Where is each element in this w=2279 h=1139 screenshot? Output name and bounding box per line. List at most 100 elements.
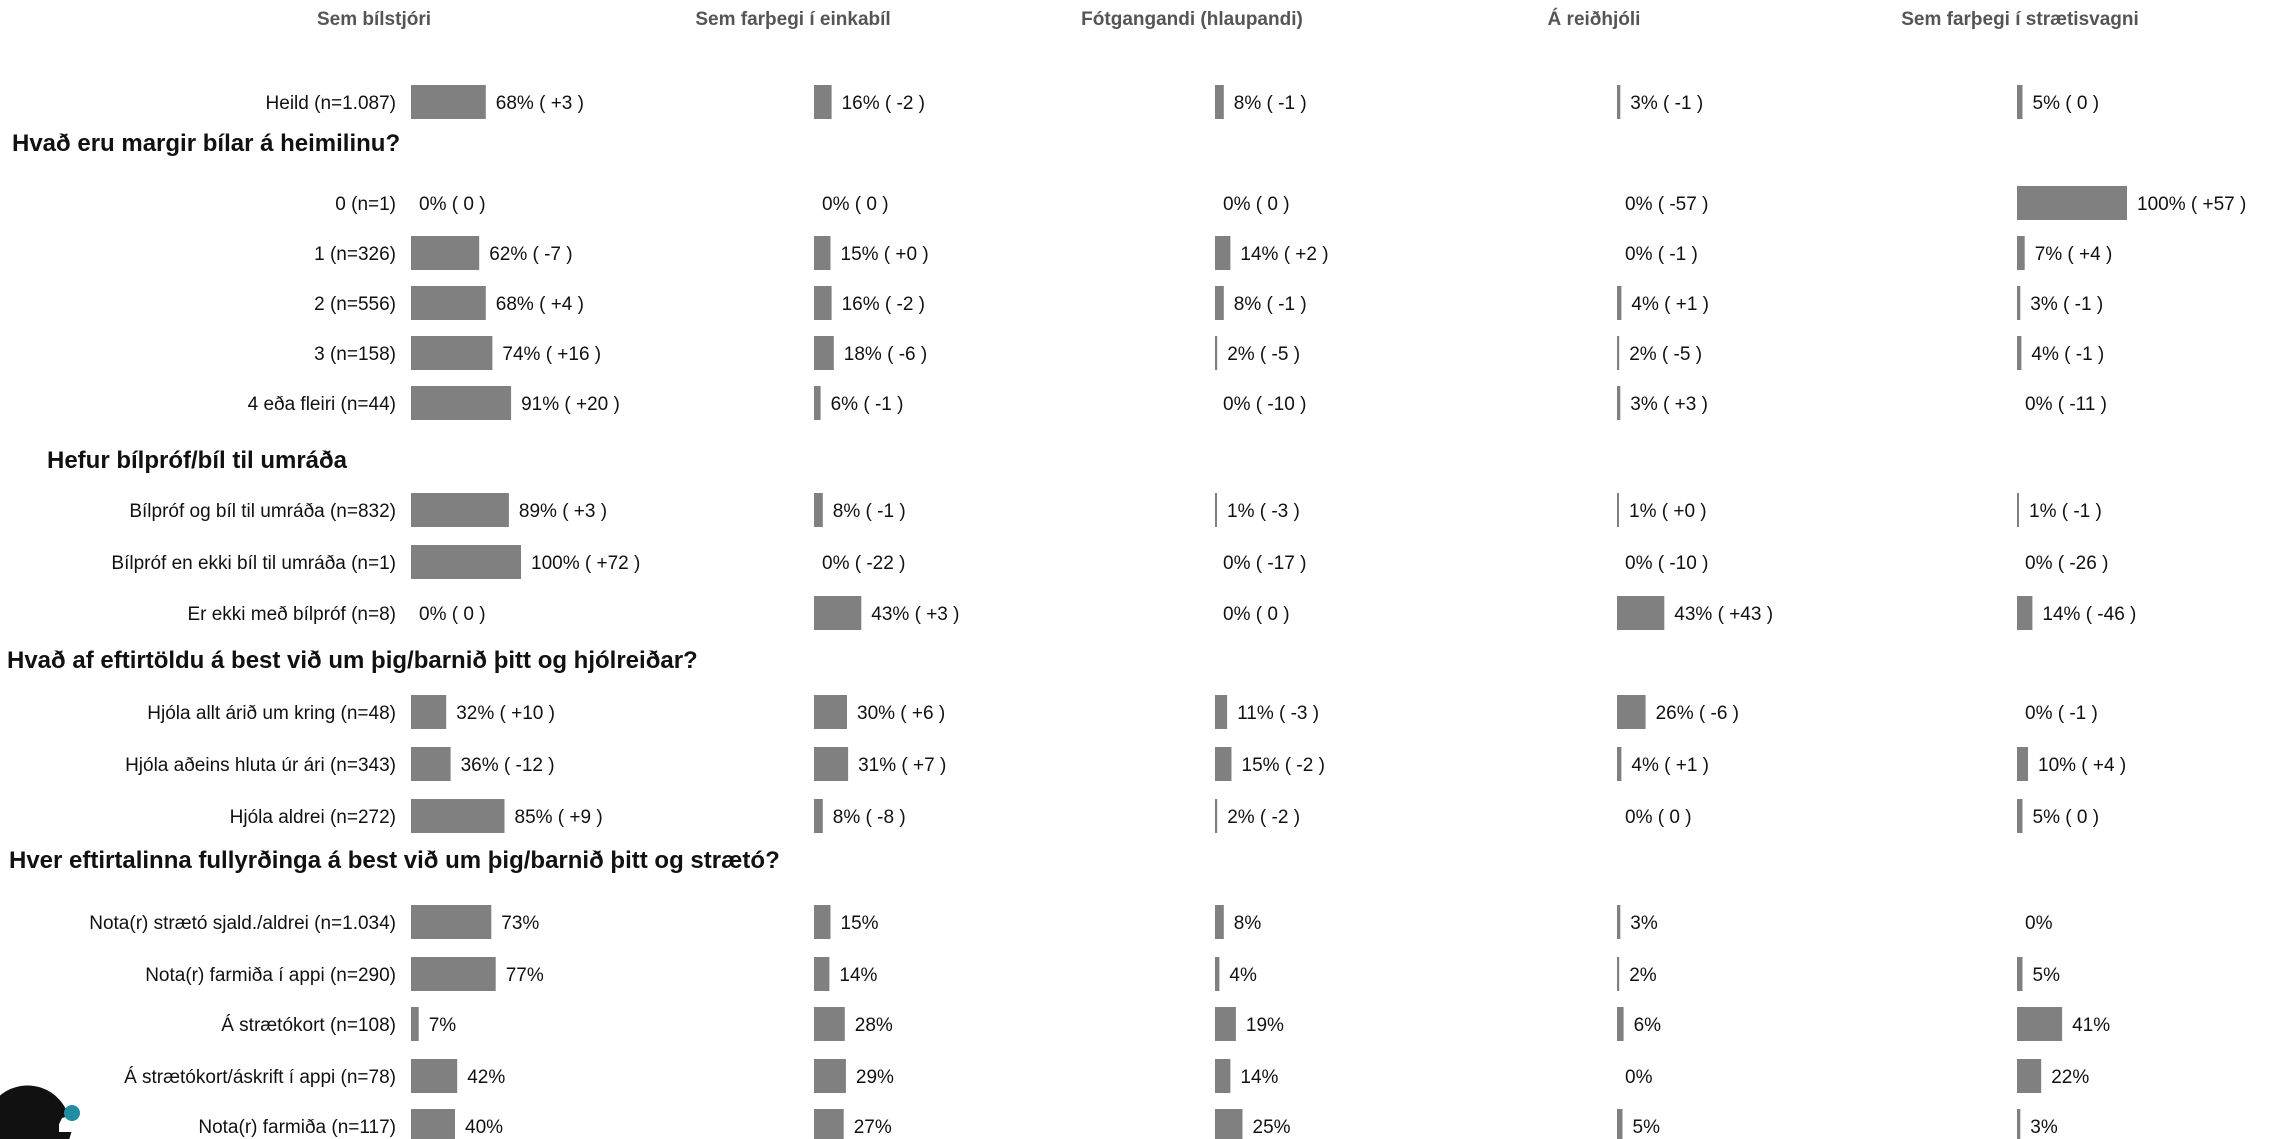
data-label: 15% ( +0 ) [841, 244, 929, 265]
bar [411, 747, 451, 781]
data-label: 0% ( -26 ) [2025, 553, 2108, 574]
data-label: 1% ( +0 ) [1629, 501, 1707, 522]
bar [411, 1007, 419, 1041]
bar [2017, 186, 2127, 220]
data-label: 1% ( -1 ) [2029, 501, 2102, 522]
bar [814, 1059, 846, 1093]
section-title: Hvað af eftirtöldu á best við um þig/bar… [7, 647, 698, 674]
bar [1215, 799, 1218, 833]
bar [411, 957, 496, 991]
bar [814, 1109, 844, 1139]
data-label: 0% ( 0 ) [419, 194, 486, 215]
bar [814, 236, 831, 270]
column-header: Á reiðhjóli [1548, 8, 1641, 30]
data-label: 5% ( 0 ) [2033, 807, 2100, 828]
data-label: 74% ( +16 ) [502, 344, 601, 365]
section-title: Hefur bílpróf/bíl til umráða [47, 447, 348, 474]
row-label: Hjóla allt árið um kring (n=48) [147, 703, 396, 724]
data-label: 18% ( -6 ) [844, 344, 927, 365]
row-group: Hvað af eftirtöldu á best við um þig/bar… [7, 647, 2126, 833]
data-label: 8% ( -8 ) [833, 807, 906, 828]
row-label: Hjóla aðeins hluta úr ári (n=343) [125, 755, 396, 776]
row-label: Nota(r) farmiða (n=117) [198, 1117, 396, 1138]
row-group: Hefur bílpróf/bíl til umráða Bílpróf og b… [47, 447, 2136, 630]
bar [411, 545, 521, 579]
data-label: 7% ( +4 ) [2035, 244, 2113, 265]
data-label: 42% [467, 1067, 505, 1088]
data-label: 31% ( +7 ) [858, 755, 946, 776]
data-label: 2% ( -5 ) [1227, 344, 1300, 365]
data-label: 40% [465, 1117, 503, 1138]
data-label: 89% ( +3 ) [519, 501, 607, 522]
bar [1617, 386, 1621, 420]
bar [411, 386, 512, 420]
data-label: 91% ( +20 ) [521, 394, 620, 415]
data-label: 62% ( -7 ) [489, 244, 572, 265]
bar [411, 286, 486, 320]
data-label: 1% ( -3 ) [1227, 501, 1300, 522]
bar [411, 336, 493, 370]
row-label: 1 (n=326) [314, 244, 396, 265]
bar [1215, 695, 1228, 729]
data-label: 5% [2033, 965, 2061, 986]
data-label: 4% ( -1 ) [2031, 344, 2104, 365]
data-label: 25% [1253, 1117, 1291, 1138]
row-label: Heild (n=1.087) [266, 93, 396, 114]
data-label: 0% ( -10 ) [1223, 394, 1306, 415]
bar [1215, 493, 1217, 527]
data-label: 43% ( +3 ) [871, 604, 959, 625]
gallup-g-logo-icon [0, 1085, 80, 1139]
bar [1215, 1007, 1236, 1041]
column-header: Fótgangandi (hlaupandi) [1081, 9, 1303, 30]
bar [2017, 596, 2033, 630]
data-label: 14% [1240, 1067, 1278, 1088]
data-label: 0% ( -10 ) [1625, 553, 1708, 574]
bar [2017, 957, 2023, 991]
data-label: 19% [1246, 1015, 1284, 1036]
data-label: 0% ( -22 ) [822, 553, 905, 574]
data-label: 16% ( -2 ) [842, 294, 925, 315]
bar [814, 493, 823, 527]
data-label: 16% ( -2 ) [842, 93, 925, 114]
bar [411, 695, 447, 729]
data-label: 26% ( -6 ) [1656, 703, 1739, 724]
bar [411, 799, 505, 833]
data-label: 0% ( 0 ) [1625, 807, 1692, 828]
row-label: Bílpróf og bíl til umráða (n=832) [129, 501, 396, 522]
column-headers: Sem bílstjóri Sem farþegi í einkabíl Fótga… [317, 8, 2139, 30]
row-group: Hver eftirtalinna fullyrðinga á best við… [9, 847, 2110, 1139]
column-header: Sem farþegi í einkabíl [695, 9, 890, 30]
section-title: Hvað eru margir bílar á heimilinu? [12, 130, 400, 157]
data-label: 11% ( -3 ) [1237, 703, 1319, 724]
row-group: Heild (n=1.087) 68% ( +3 ) 16% ( -2 ) 8% ( … [266, 85, 2099, 119]
data-label: 27% [854, 1117, 892, 1138]
data-label: 8% ( -1 ) [833, 501, 906, 522]
data-label: 41% [2072, 1015, 2110, 1036]
row-label: 3 (n=158) [314, 344, 396, 365]
data-label: 0% ( 0 ) [822, 194, 889, 215]
bar [1215, 286, 1224, 320]
bar [1215, 905, 1224, 939]
data-label: 0% ( -1 ) [2025, 703, 2098, 724]
row-label: 4 eða fleiri (n=44) [248, 394, 396, 415]
bar [1617, 957, 1620, 991]
row-label: Hjóla aldrei (n=272) [230, 807, 396, 828]
row-label: Er ekki með bílpróf (n=8) [187, 604, 396, 625]
data-label: 2% [1629, 965, 1657, 986]
bar [1617, 747, 1622, 781]
data-label: 22% [2051, 1067, 2089, 1088]
data-label: 0% ( -57 ) [1625, 194, 1708, 215]
data-label: 100% ( +72 ) [531, 553, 640, 574]
row-label: Nota(r) strætó sjald./aldrei (n=1.034) [89, 913, 396, 934]
bar [1215, 1059, 1231, 1093]
bar [1215, 957, 1220, 991]
bar [814, 1007, 845, 1041]
data-label: 15% [841, 913, 879, 934]
data-label: 43% ( +43 ) [1674, 604, 1773, 625]
data-label: 0% [2025, 913, 2053, 934]
row-label: Nota(r) farmiða í appi (n=290) [145, 965, 396, 986]
bar [2017, 336, 2022, 370]
data-label: 32% ( +10 ) [456, 703, 555, 724]
bar [1617, 336, 1620, 370]
